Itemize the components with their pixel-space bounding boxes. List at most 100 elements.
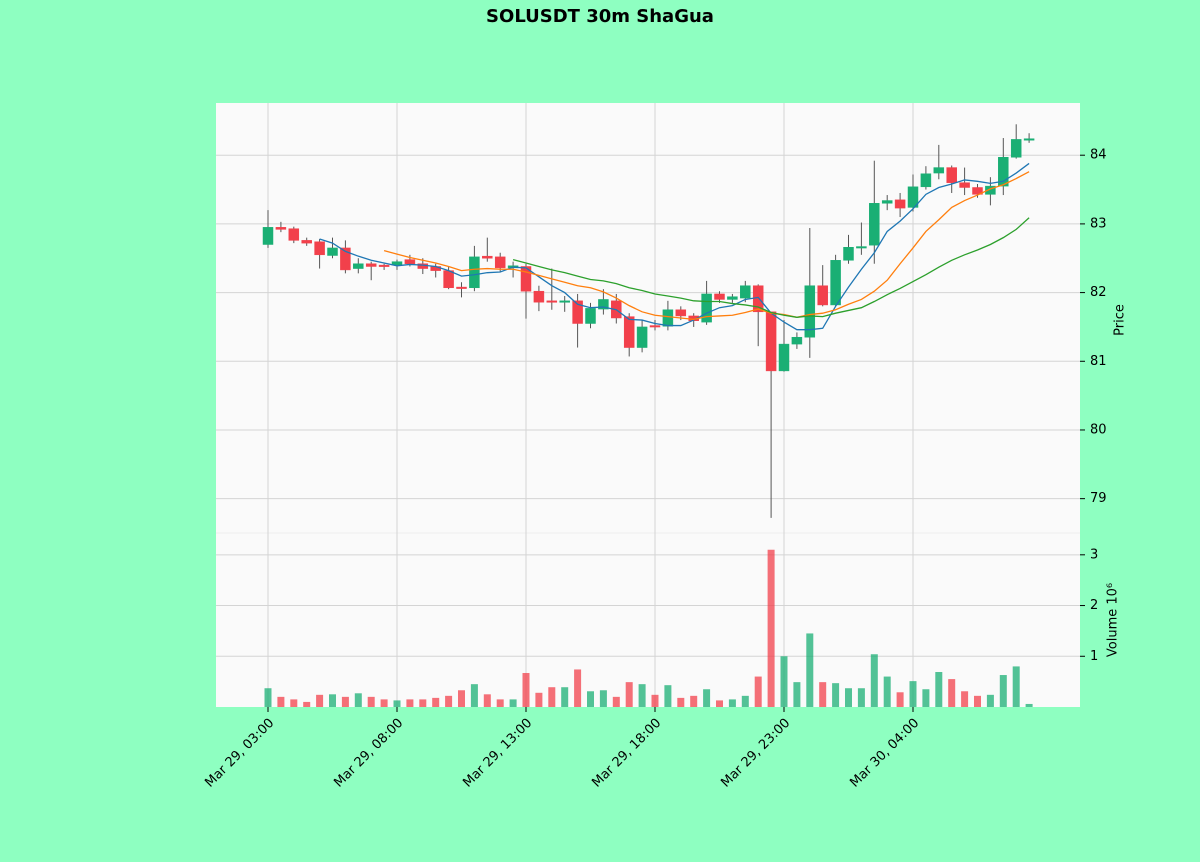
volume-bar bbox=[290, 699, 298, 707]
volume-bar bbox=[509, 699, 517, 707]
candle-body bbox=[559, 300, 570, 303]
volume-bar bbox=[1025, 703, 1033, 707]
volume-bar bbox=[561, 687, 569, 707]
candle-body bbox=[675, 309, 687, 317]
candle-body bbox=[920, 173, 932, 188]
volume-bar bbox=[974, 695, 981, 707]
candle-body bbox=[301, 240, 312, 244]
volume-bar bbox=[277, 696, 285, 707]
candle-body bbox=[959, 182, 970, 188]
volume-axis-label: Volume 10⁶ bbox=[1106, 583, 1121, 657]
candle-body bbox=[830, 260, 841, 306]
candle-body bbox=[791, 336, 803, 345]
candle-body bbox=[636, 326, 648, 348]
volume-bar bbox=[354, 693, 362, 707]
volume-bar bbox=[1012, 666, 1020, 707]
volume-bar bbox=[470, 684, 478, 707]
candle-body bbox=[933, 167, 945, 174]
candle-body bbox=[288, 228, 300, 241]
y-tick-label: 82 bbox=[1090, 285, 1107, 300]
moving-average-line bbox=[383, 171, 1030, 321]
volume-bar bbox=[857, 688, 865, 707]
volume-bar bbox=[380, 699, 388, 707]
moving-average-line bbox=[512, 217, 1030, 318]
candle-body bbox=[907, 186, 919, 208]
candle-body bbox=[533, 290, 545, 303]
candle-body bbox=[804, 285, 816, 338]
candle-body bbox=[817, 285, 828, 306]
candle-body bbox=[701, 293, 712, 323]
candle-body bbox=[275, 227, 287, 230]
volume-bar bbox=[548, 687, 556, 707]
volume-bar bbox=[316, 694, 324, 707]
candle-body bbox=[946, 167, 957, 183]
candle-body bbox=[856, 246, 867, 249]
candle-body bbox=[740, 285, 751, 299]
volume-bar bbox=[728, 699, 736, 707]
volume-bar bbox=[754, 676, 762, 707]
candle-body bbox=[365, 263, 377, 267]
candle-body bbox=[649, 325, 661, 328]
volume-bar bbox=[870, 654, 878, 707]
volume-bar bbox=[341, 696, 349, 707]
y-tick-label: 1 bbox=[1090, 649, 1098, 664]
volume-bar bbox=[883, 676, 891, 707]
volume-bar bbox=[690, 695, 698, 707]
candle-body bbox=[262, 227, 274, 245]
volume-bar bbox=[587, 691, 594, 707]
y-tick-label: 79 bbox=[1090, 491, 1107, 506]
y-axis-label: Price bbox=[1113, 304, 1128, 336]
volume-bar bbox=[793, 682, 801, 707]
y-tick-label: 84 bbox=[1090, 148, 1107, 163]
candle-body bbox=[714, 293, 725, 300]
candle-body bbox=[894, 199, 906, 209]
y-tick-label: 3 bbox=[1090, 547, 1098, 562]
volume-bar bbox=[896, 692, 904, 707]
candle-body bbox=[546, 300, 558, 303]
volume-bar bbox=[986, 694, 994, 707]
volume-bar bbox=[612, 696, 620, 707]
candle-body bbox=[623, 316, 635, 348]
candle-body bbox=[1010, 139, 1022, 158]
volume-bar bbox=[303, 701, 311, 707]
candle-body bbox=[1023, 138, 1035, 141]
volume-bar bbox=[767, 549, 775, 707]
candle-body bbox=[869, 203, 880, 246]
volume-bar bbox=[845, 688, 852, 707]
volume-bar bbox=[651, 694, 659, 707]
candle-body bbox=[404, 259, 416, 264]
volume-bar bbox=[948, 679, 956, 707]
candle-body bbox=[378, 264, 390, 267]
volume-bar bbox=[909, 681, 917, 707]
chart-title: SOLUSDT 30m ShaGua bbox=[486, 6, 714, 27]
volume-bar bbox=[496, 699, 504, 707]
y-tick-label: 80 bbox=[1090, 422, 1107, 437]
moving-average-line bbox=[319, 162, 1030, 331]
volume-bar bbox=[922, 689, 930, 707]
y-tick-label: 83 bbox=[1090, 216, 1107, 231]
volume-bar bbox=[329, 694, 336, 707]
candle-body bbox=[778, 343, 790, 372]
candle-body bbox=[494, 256, 506, 269]
candle-body bbox=[327, 247, 338, 256]
volume-bar bbox=[806, 633, 814, 707]
volume-bar bbox=[625, 682, 633, 707]
candle-body bbox=[881, 200, 893, 204]
volume-bar bbox=[599, 690, 607, 707]
volume-bar bbox=[832, 683, 840, 707]
volume-bar bbox=[574, 669, 582, 707]
y-tick-label: 2 bbox=[1090, 598, 1098, 613]
volume-bar bbox=[819, 682, 827, 707]
candle-body bbox=[727, 296, 738, 300]
volume-bar bbox=[664, 685, 672, 707]
candle-body bbox=[843, 246, 854, 261]
volume-bar bbox=[780, 656, 788, 707]
volume-bar bbox=[445, 695, 453, 707]
price-panel bbox=[216, 103, 1080, 533]
volume-bar bbox=[703, 689, 711, 707]
volume-bar bbox=[999, 675, 1007, 707]
volume-bar bbox=[961, 691, 969, 707]
volume-bar bbox=[741, 695, 749, 707]
volume-bar bbox=[935, 671, 943, 707]
candle-body bbox=[482, 255, 493, 259]
